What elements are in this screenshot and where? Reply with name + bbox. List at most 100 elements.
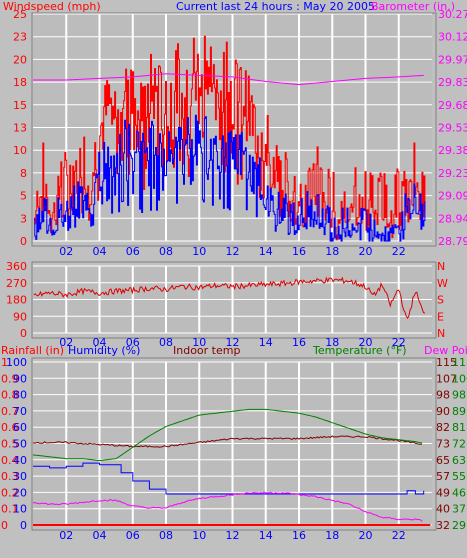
direction-compass-tick: S [437,294,444,307]
indoor-temp-y-tick: 98 [436,389,450,402]
indoor-temp-y-tick: 107 [436,372,457,385]
temperature-y-tick: 115 [452,356,467,369]
barometer-y-tick: 29.23 [438,167,467,180]
humidity-y-tick: 0 [20,519,27,532]
wind-panel-x-tick: 10 [192,245,206,258]
indoor-temp-y-tick: 57 [436,470,450,483]
temp-panel-x-tick: 18 [325,529,339,542]
temperature-y-tick: 29 [452,519,466,532]
temperature-y-tick: 98 [452,389,466,402]
wind-panel-x-tick: 12 [226,245,240,258]
direction-panel-x-tick: 08 [159,336,173,349]
barometer-y-tick: 28.79 [438,235,467,248]
barometer-y-tick: 29.97 [438,53,467,66]
temp-panel-x-tick: 10 [192,529,206,542]
wind-y-tick: 13 [13,122,27,135]
rainfall-y-tick: 0 [1,519,8,532]
temperature-y-tick: 89 [452,405,466,418]
temp-panel-x-tick: 04 [93,529,107,542]
indoor-temp-y-tick: 73 [436,438,450,451]
temp-panel-x-tick: 08 [159,529,173,542]
indoor-temp-y-tick: 49 [436,486,450,499]
wind-panel-border [31,12,437,247]
humidity-y-tick: 70 [13,405,27,418]
direction-compass-tick: E [437,310,444,323]
direction-y-tick: 90 [13,310,27,323]
indoor-temp-y-tick: 65 [436,454,450,467]
direction-y-tick: 180 [6,294,27,307]
barometer-line [33,73,424,86]
indoor-temp-y-tick: 40 [436,503,450,516]
wind-panel-x-tick: 18 [325,245,339,258]
direction-y-tick: 0 [20,327,27,340]
humidity-y-tick: 10 [13,503,27,516]
wind-panel-x-tick: 16 [292,245,306,258]
barometer-y-tick: 29.83 [438,76,467,89]
direction-panel-x-tick: 20 [359,336,373,349]
wind-y-tick: 23 [13,31,27,44]
rainfall-y-tick: 0.1 [1,503,19,516]
temp-panel-x-tick: 02 [59,529,73,542]
rainfall-y-tick: 0.5 [1,438,19,451]
rainfall-axis-title: Rainfall (in) [1,344,64,357]
temp-panel-x-tick: 06 [126,529,140,542]
barometer-y-tick: 30.27 [438,8,467,21]
direction-panel-x-tick: 02 [59,336,73,349]
temperature-y-tick: 63 [452,454,466,467]
temperature-y-tick: 81 [452,421,466,434]
humidity-y-tick: 90 [13,372,27,385]
direction-y-tick: 360 [6,260,27,273]
humidity-y-tick: 50 [13,438,27,451]
temperature-y-tick: 106 [452,372,467,385]
humidity-y-tick: 80 [13,389,27,402]
rainfall-y-tick: 0.4 [1,454,19,467]
temperature-y-tick: 37 [452,503,466,516]
direction-panel-border [31,261,437,339]
barometer-y-tick: 30.12 [438,31,467,44]
temp-panel-x-tick: 12 [226,529,240,542]
direction-panel-x-tick: 18 [325,336,339,349]
rainfall-y-tick: 0.9 [1,372,19,385]
temperature-y-tick: 72 [452,438,466,451]
wind-panel-x-tick: 02 [59,245,73,258]
indoor-temp-y-tick: 82 [436,421,450,434]
wind-y-tick: 18 [13,76,27,89]
temperature-axis-title: Temperature (°F) [312,344,407,357]
wind-panel-x-tick: 22 [392,245,406,258]
rainfall-y-tick: 0.6 [1,421,19,434]
temperature-y-tick: 55 [452,470,466,483]
rainfall-y-tick: 1 [1,356,8,369]
direction-compass-tick: N [437,327,445,340]
wind-panel-x-tick: 20 [359,245,373,258]
dewpoint-line [32,491,423,522]
indoor-temp-y-tick: 90 [436,405,450,418]
wind-panel-x-tick: 14 [259,245,273,258]
wind-y-tick: 25 [13,8,27,21]
humidity-line [33,462,425,495]
direction-panel-x-tick: 04 [93,336,107,349]
temp-panel-border [31,357,437,531]
rainfall-y-tick: 0.2 [1,486,19,499]
wind-panel-x-tick: 08 [159,245,173,258]
temp-panel-x-tick: 22 [392,529,406,542]
direction-panel-x-tick: 14 [259,336,273,349]
barometer-y-tick: 29.68 [438,99,467,112]
indoor-temp-y-tick: 115 [436,356,457,369]
wind-y-tick: 15 [13,99,27,112]
wind-panel-x-tick: 06 [126,245,140,258]
rainfall-y-tick: 0.7 [1,405,19,418]
indoor-temp-line [32,435,423,448]
direction-panel-x-tick: 16 [292,336,306,349]
direction-y-tick: 270 [6,277,27,290]
indoor-temp-title: Indoor temp [173,344,240,357]
wind-direction-line [33,276,426,320]
wind-average-line [33,114,426,242]
windspeed-axis-title: Windspeed (mph) [3,0,101,13]
wind-y-tick: 8 [20,167,27,180]
direction-compass-tick: W [437,277,448,290]
direction-panel-x-tick: 10 [192,336,206,349]
rainfall-y-tick: 0.3 [1,470,19,483]
humidity-y-tick: 20 [13,486,27,499]
wind-y-tick: 0 [20,235,27,248]
